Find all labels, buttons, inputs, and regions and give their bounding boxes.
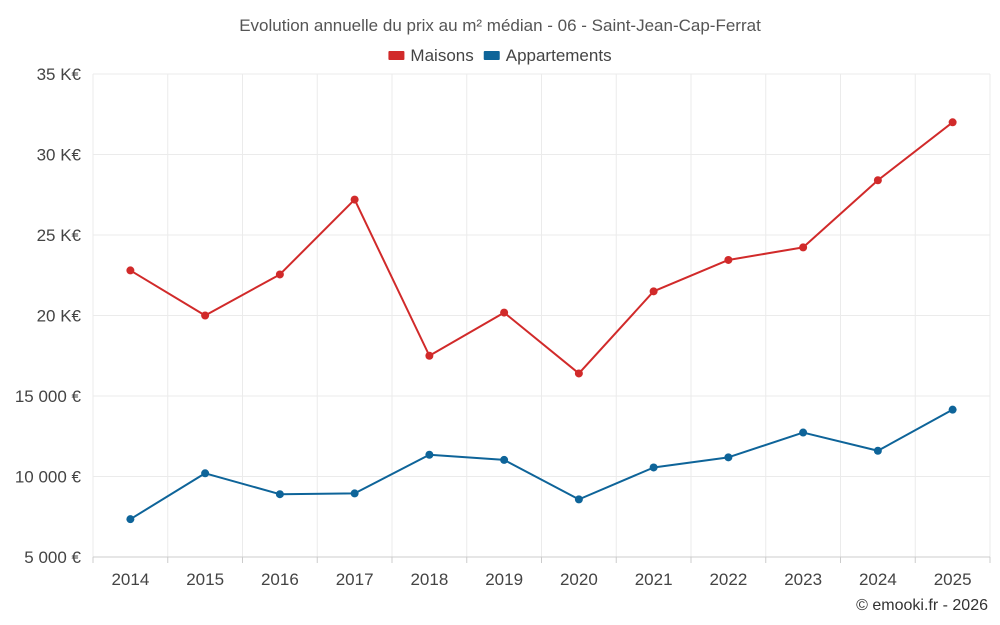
data-point-appartements-2014[interactable] [126, 515, 135, 524]
data-point-appartements-2018[interactable] [425, 450, 434, 459]
data-point-appartements-2015[interactable] [201, 469, 210, 478]
data-point-maisons-2020[interactable] [574, 369, 583, 378]
x-tick-label: 2018 [410, 570, 448, 589]
y-tick-label: 25 K€ [37, 226, 82, 245]
y-tick-label: 35 K€ [37, 65, 82, 84]
legend-swatch-appartements [483, 51, 500, 60]
series-line-appartements [129, 408, 954, 521]
legend-swatch-maisons [388, 51, 405, 60]
x-tick-label: 2020 [560, 570, 598, 589]
data-point-maisons-2023[interactable] [799, 243, 808, 252]
legend-label-maisons[interactable]: Maisons [410, 46, 473, 65]
data-point-appartements-2022[interactable] [724, 453, 733, 462]
y-tick-label: 20 K€ [37, 307, 82, 326]
x-tick-label: 2017 [336, 570, 374, 589]
series-maisons [126, 118, 957, 378]
data-point-maisons-2017[interactable] [350, 195, 359, 204]
data-point-maisons-2016[interactable] [275, 270, 284, 279]
data-point-maisons-2019[interactable] [500, 308, 509, 317]
x-tick-label: 2024 [859, 570, 897, 589]
x-tick-label: 2019 [485, 570, 523, 589]
data-point-appartements-2024[interactable] [873, 446, 882, 455]
x-tick-label: 2025 [934, 570, 972, 589]
x-tick-label: 2021 [635, 570, 673, 589]
legend: Maisons Appartements [388, 46, 612, 65]
y-tick-label: 5 000 € [24, 548, 81, 567]
x-tick-label: 2022 [709, 570, 747, 589]
grid [92, 73, 991, 563]
legend-label-appartements[interactable]: Appartements [506, 46, 612, 65]
data-point-maisons-2024[interactable] [873, 176, 882, 185]
data-point-maisons-2018[interactable] [425, 351, 434, 360]
data-point-appartements-2025[interactable] [948, 405, 957, 414]
series [126, 118, 957, 524]
data-point-maisons-2014[interactable] [126, 266, 135, 275]
data-point-appartements-2023[interactable] [799, 428, 808, 437]
data-point-appartements-2019[interactable] [500, 455, 509, 464]
data-point-maisons-2021[interactable] [649, 287, 658, 296]
x-axis: 2014 2015 2016 2017 2018 2019 2020 2021 2022 2023… [111, 570, 971, 589]
data-point-maisons-2015[interactable] [201, 311, 210, 320]
x-tick-label: 2023 [784, 570, 822, 589]
series-appartements [126, 405, 957, 524]
x-tick-label: 2014 [111, 570, 149, 589]
chart-title: Evolution annuelle du prix au m² médian … [239, 16, 761, 35]
data-point-appartements-2020[interactable] [574, 495, 583, 504]
data-point-appartements-2016[interactable] [275, 490, 284, 499]
data-point-appartements-2017[interactable] [350, 489, 359, 498]
y-axis: 35 K€ 30 K€ 25 K€ 20 K€ 15 000 € 10 000 € 5 00… [15, 65, 82, 567]
y-tick-label: 10 000 € [15, 468, 82, 487]
y-tick-label: 30 K€ [37, 146, 82, 165]
data-point-appartements-2021[interactable] [649, 463, 658, 472]
data-point-maisons-2022[interactable] [724, 255, 733, 264]
series-line-maisons [129, 121, 954, 375]
credit-text: © emooki.fr - 2026 [856, 597, 988, 614]
x-tick-label: 2015 [186, 570, 224, 589]
x-tick-label: 2016 [261, 570, 299, 589]
data-point-maisons-2025[interactable] [948, 118, 957, 127]
y-tick-label: 15 000 € [15, 387, 82, 406]
